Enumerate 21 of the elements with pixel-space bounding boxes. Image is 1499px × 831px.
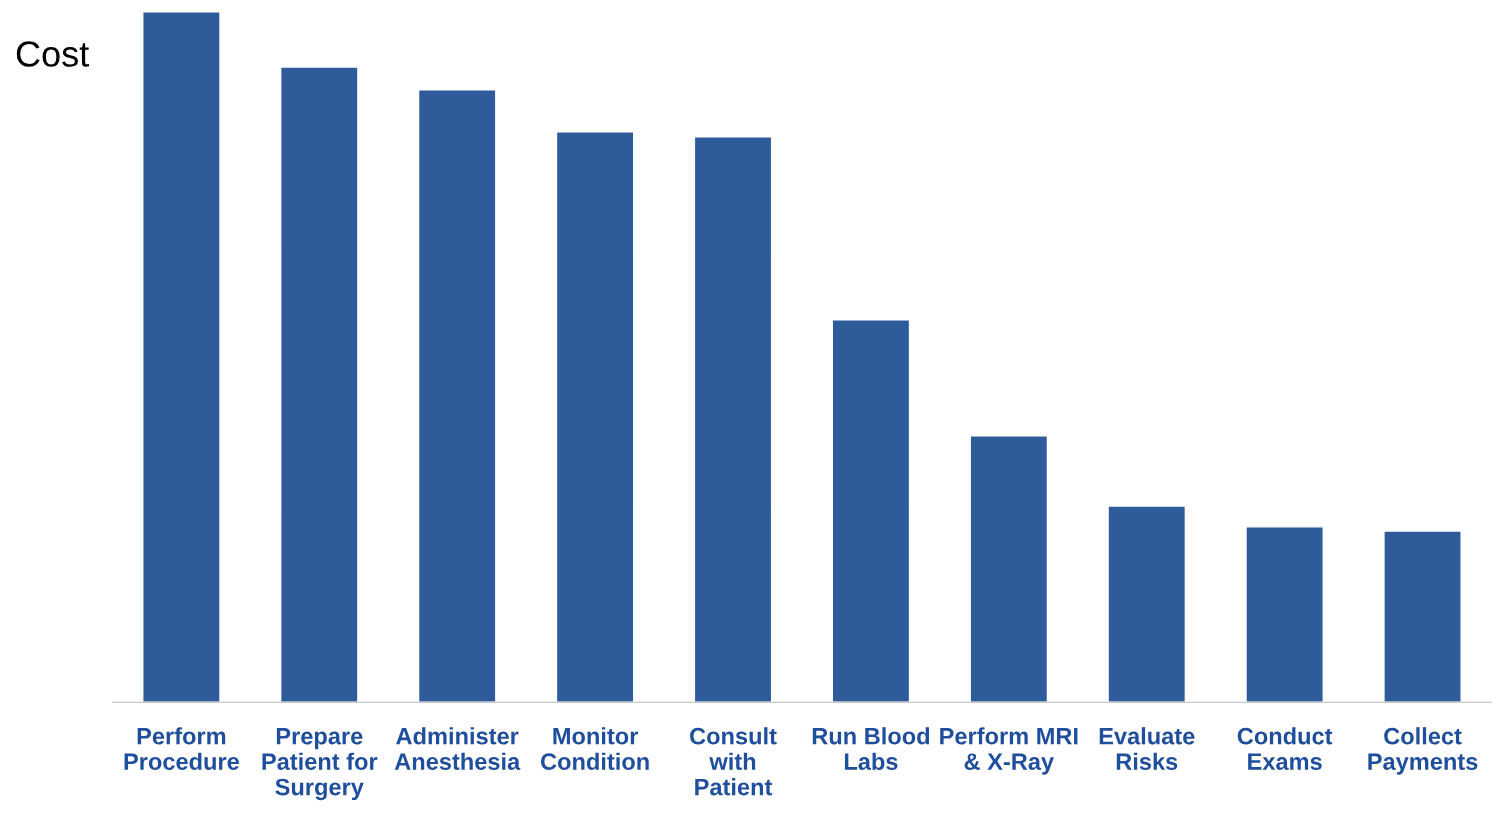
y-axis-title: Cost (16, 41, 89, 67)
bar (279, 66, 359, 703)
bar (142, 11, 221, 703)
bar (1107, 505, 1187, 703)
x-tick-label: Collect Payments (1368, 727, 1478, 775)
bar (555, 131, 635, 703)
bar (1383, 530, 1462, 703)
x-tick-label: Perform MRI & X-Ray (940, 727, 1078, 775)
bar (969, 434, 1049, 703)
bar (831, 319, 911, 703)
x-tick-label: Perform Procedure (124, 727, 239, 770)
bar (693, 136, 773, 703)
x-tick-label: Conduct Exams (1237, 727, 1333, 770)
x-tick-label: Evaluate Risks (1099, 727, 1195, 770)
bar (1245, 526, 1324, 703)
x-tick-label: Run Blood Labs (812, 727, 930, 770)
x-tick-label: Consult with Patient (690, 727, 777, 796)
x-tick-label: Administer Anesthesia (394, 727, 521, 770)
x-tick-label: Prepare Patient for Surgery (262, 728, 378, 801)
x-tick-label: Monitor Condition (541, 727, 649, 770)
bar (417, 89, 497, 703)
